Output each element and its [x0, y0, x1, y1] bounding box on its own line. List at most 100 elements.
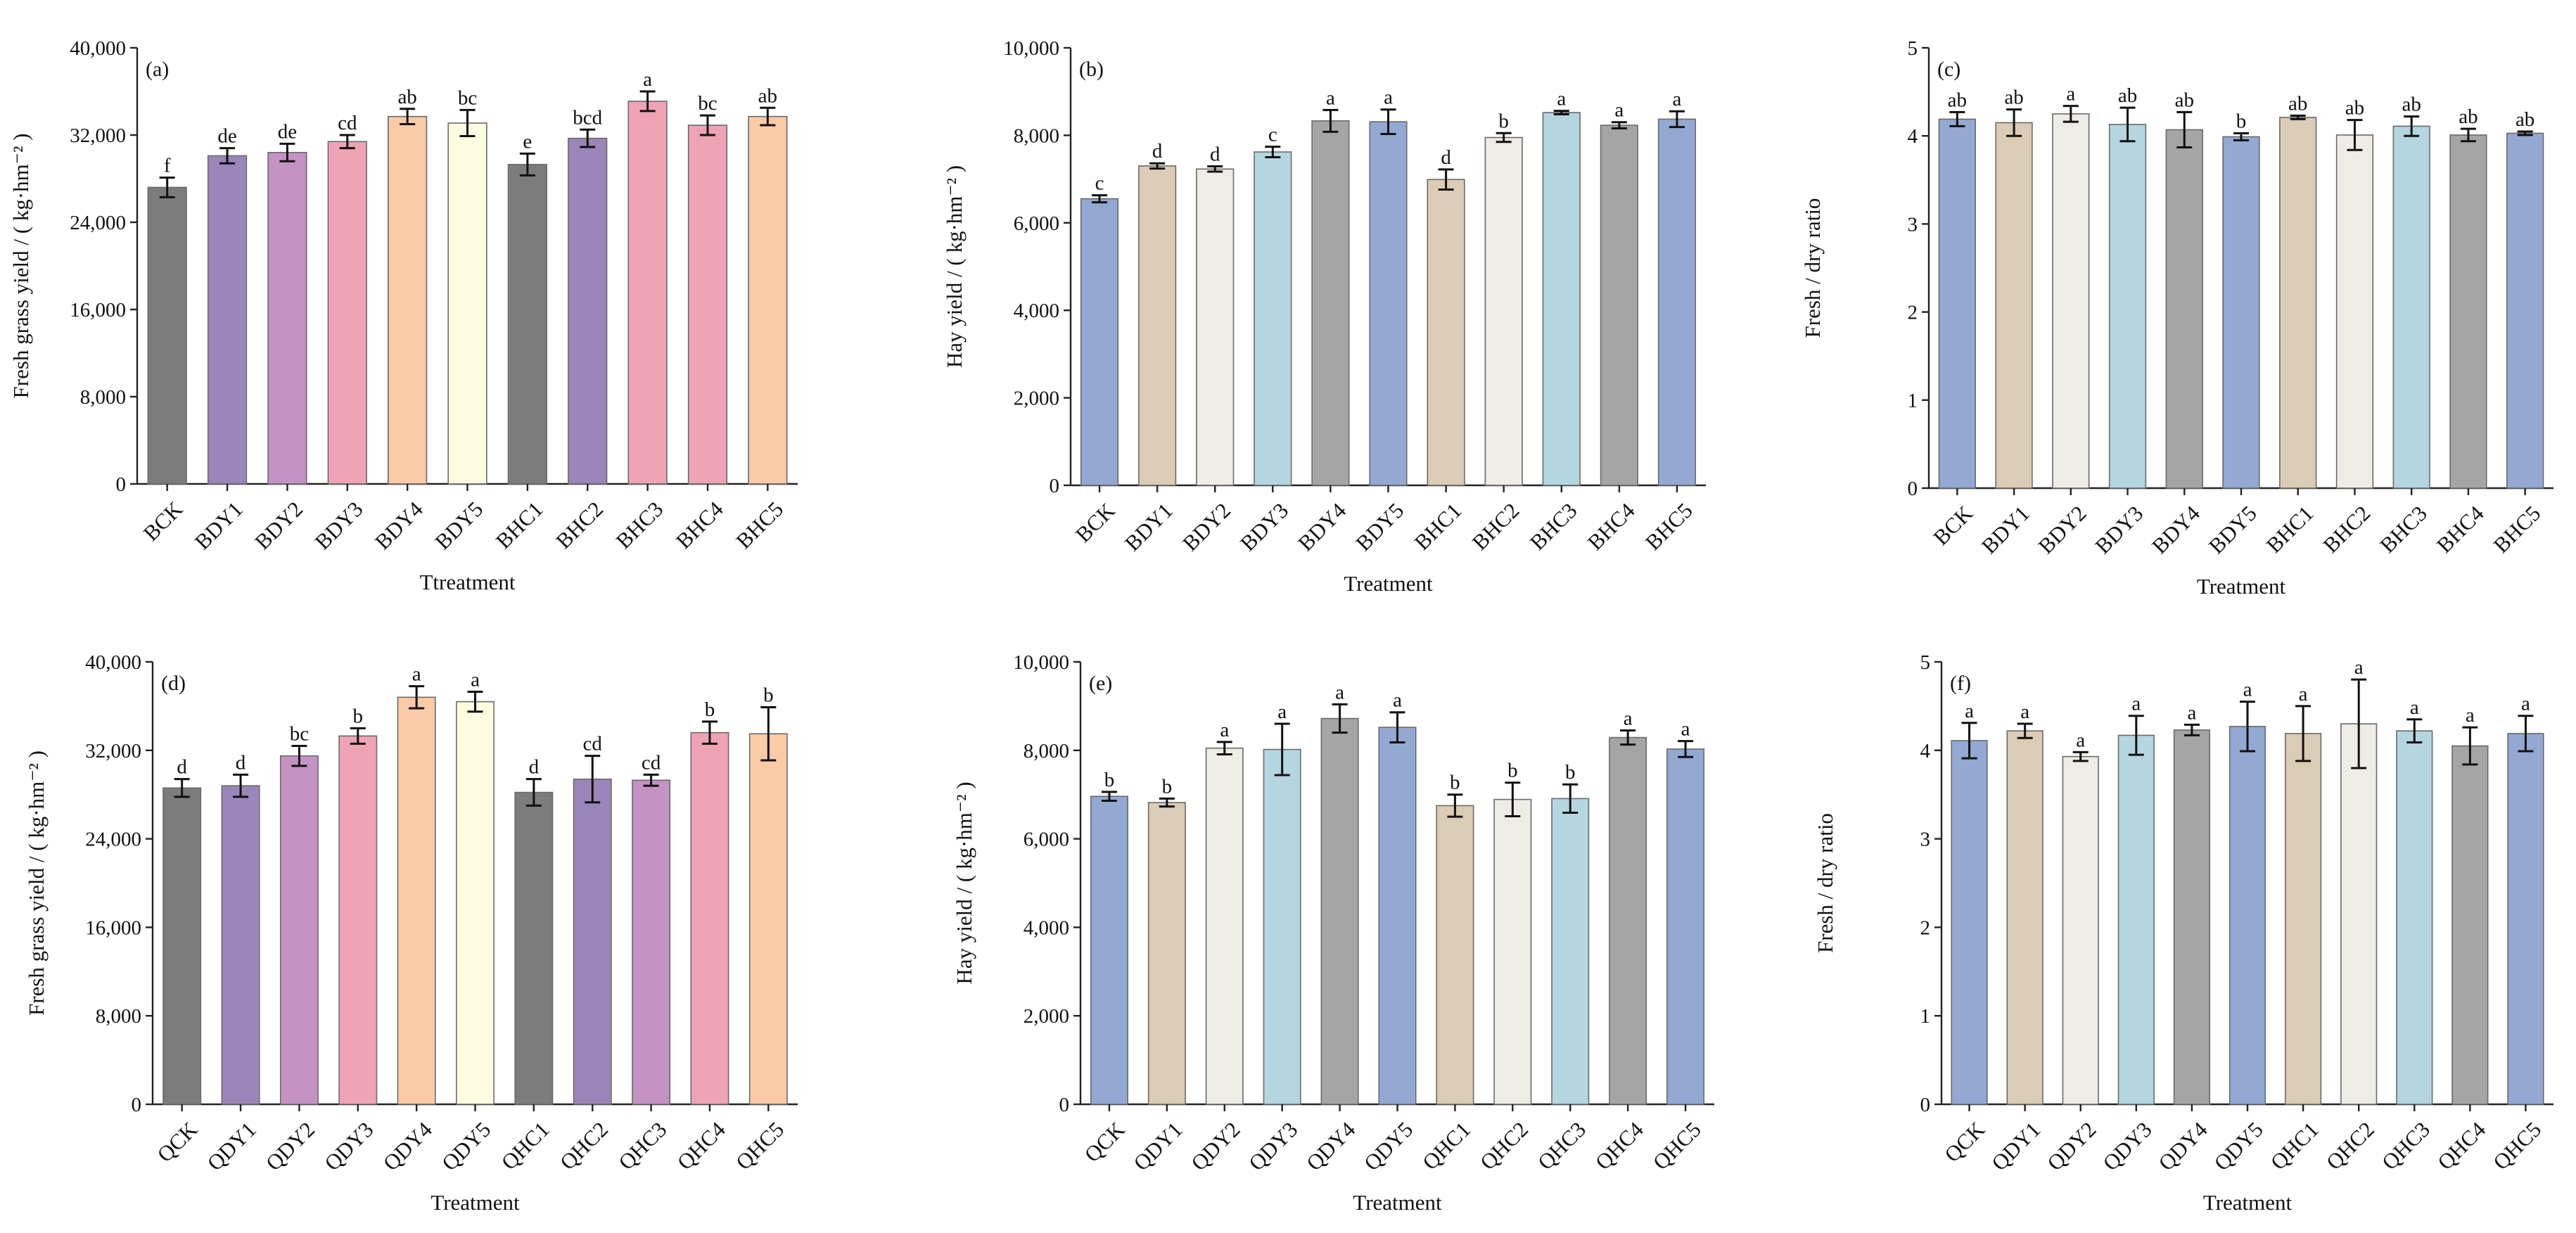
x-tick-label: QHC2 — [2321, 1117, 2379, 1175]
error-bar-QHC5 — [760, 705, 777, 762]
significance-letter: b — [353, 705, 364, 727]
error-bar-QHC2 — [2351, 678, 2367, 769]
significance-letter: e — [523, 130, 532, 153]
y-tick-label: 5 — [1908, 37, 1918, 60]
bar-BCK — [1080, 198, 1119, 486]
significance-letter: a — [2521, 693, 2530, 715]
error-bar-QCK — [1961, 722, 1977, 760]
bar-QHC1 — [2284, 733, 2322, 1105]
significance-letter: d — [177, 756, 187, 779]
error-bar-QHC3 — [2406, 718, 2423, 743]
x-tick-label: QDY2 — [2042, 1117, 2100, 1175]
bar-BHC1 — [507, 164, 547, 485]
chart-panel-a: 0 8,000 16,000 24,000 32,000 40,000 (a) Fresh g… — [8, 37, 798, 594]
x-tick-label: BDY4 — [370, 497, 428, 554]
error-bar-BHC5 — [1669, 110, 1685, 129]
y-axis-title: Fresh / dry ratio — [1813, 813, 1837, 953]
error-bar-BDY5 — [1380, 108, 1396, 136]
significance-letter: a — [2466, 704, 2475, 727]
bar-QHC1 — [514, 791, 554, 1105]
significance-letter: b — [1565, 761, 1576, 784]
significance-letter: d — [1152, 140, 1163, 162]
significance-letter: d — [1210, 143, 1220, 166]
x-tick-label: QHC3 — [613, 1117, 671, 1175]
y-tick-label: 2,000 — [1014, 388, 1059, 410]
bar-QDY4 — [2173, 729, 2211, 1105]
chart-panel-b: 0 2,000 4,000 6,000 8,000 10,000 (b) Hay yield … — [942, 37, 1706, 596]
significance-letter: a — [2354, 656, 2364, 679]
bar-BDY3 — [2108, 124, 2147, 489]
x-tick-label: QHC1 — [1417, 1117, 1475, 1175]
bar-QHC4 — [2451, 745, 2489, 1105]
x-tick-label: QHC2 — [555, 1117, 613, 1175]
bar-QHC4 — [1609, 736, 1647, 1105]
error-bar-QHC1 — [525, 778, 542, 807]
bar-QCK — [1951, 740, 1988, 1105]
x-tick-label: BHC2 — [551, 497, 608, 554]
y-tick-label: 8,000 — [1014, 124, 1059, 147]
bar-BCK — [1938, 118, 1976, 489]
y-tick-label: 32,000 — [85, 740, 141, 762]
x-tick-label: QDY2 — [261, 1117, 319, 1175]
error-bar-BHC1 — [2290, 114, 2306, 120]
error-bar-BDY1 — [219, 147, 236, 165]
error-bar-QHC3 — [1562, 783, 1579, 814]
y-tick-label: 2,000 — [1024, 1005, 1069, 1028]
bar-BHC2 — [2335, 134, 2374, 489]
error-bar-QDY4 — [1332, 703, 1348, 734]
significance-letter: ab — [758, 84, 777, 107]
x-tick-label: BHC3 — [1525, 498, 1582, 555]
y-axis-title: Hay yield / ( kg·hm⁻² ) — [942, 165, 967, 368]
error-bar-QDY2 — [1216, 741, 1232, 755]
significance-letter: b — [763, 684, 774, 706]
significance-letter: a — [1277, 701, 1287, 723]
significance-letter: de — [278, 120, 297, 143]
error-bar-BHC1 — [519, 152, 535, 177]
bar-BHC4 — [687, 124, 728, 485]
y-tick-label: 0 — [116, 473, 127, 496]
panel-label: (f) — [1950, 672, 1971, 695]
error-bar-BHC4 — [1611, 121, 1627, 129]
x-tick-label: BDY5 — [430, 497, 487, 554]
significance-letter: ab — [2516, 108, 2534, 131]
error-bar-QDY1 — [233, 773, 249, 798]
x-tick-label: QHC3 — [1533, 1117, 1590, 1175]
x-tick-label: BHC1 — [2262, 501, 2319, 558]
x-tick-label: QHC4 — [2432, 1117, 2490, 1175]
y-tick-label: 24,000 — [85, 829, 141, 851]
error-bar-BHC3 — [639, 90, 656, 113]
significance-letter: d — [1441, 146, 1451, 169]
error-bar-QHC4 — [1620, 729, 1636, 746]
bar-QHC5 — [748, 733, 788, 1105]
y-tick-label: 16,000 — [70, 299, 126, 321]
significance-letter: a — [1965, 700, 1974, 722]
error-bar-BDY1 — [2006, 108, 2022, 137]
bar-QDY5 — [2229, 726, 2266, 1105]
x-tick-label: BHC5 — [2489, 501, 2546, 558]
x-tick-label: BHC5 — [731, 497, 788, 554]
error-bar-BHC3 — [1553, 110, 1569, 116]
x-tick-label: QHC2 — [1475, 1117, 1533, 1175]
x-axis-title: Ttreatment — [420, 570, 516, 594]
error-bar-BDY4 — [1322, 108, 1339, 133]
significance-letter: a — [1326, 87, 1335, 109]
significance-letter: cd — [583, 733, 603, 755]
y-tick-label: 4,000 — [1014, 300, 1059, 322]
bar-BHC4 — [1600, 124, 1638, 486]
y-tick-label: 6,000 — [1014, 212, 1059, 235]
significance-letter: ab — [2175, 89, 2194, 111]
bar-QDY1 — [2006, 730, 2043, 1105]
x-tick-label: BCK — [1071, 498, 1120, 547]
error-bar-QDY4 — [409, 685, 425, 710]
x-tick-label: QDY2 — [1186, 1117, 1244, 1175]
x-tick-label: BDY1 — [190, 497, 248, 554]
x-tick-label: BHC1 — [1410, 498, 1467, 555]
error-bar-BDY2 — [279, 142, 295, 162]
bar-BDY1 — [207, 155, 248, 485]
significance-letter: a — [2187, 701, 2196, 724]
x-tick-label: BDY2 — [1178, 498, 1235, 556]
bar-QDY4 — [1320, 717, 1359, 1105]
error-bar-BHC5 — [2517, 130, 2533, 136]
significance-letter: c — [1095, 172, 1104, 195]
